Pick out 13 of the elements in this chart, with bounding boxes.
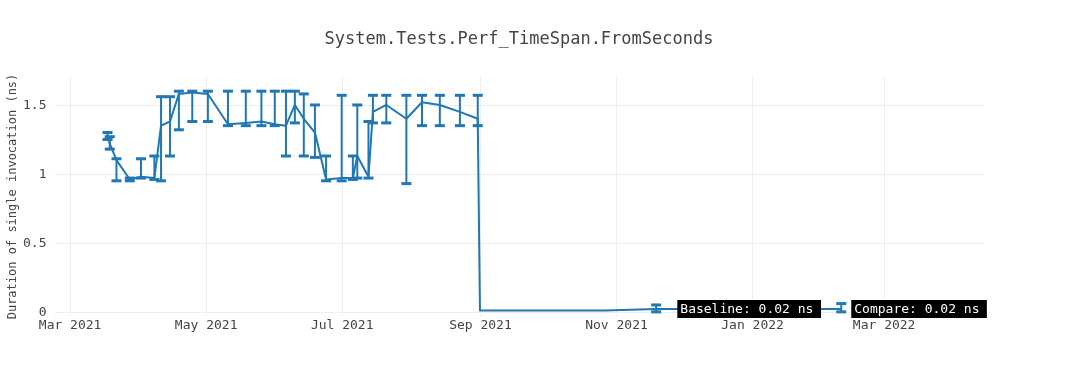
annotation: Baseline: 0.02 ns [680,301,814,317]
x-tick-label: Mar 2022 [852,316,916,332]
x-tick-label: May 2021 [174,316,238,332]
y-tick-label: 0.5 [23,235,47,251]
x-tick-label: Nov 2021 [585,316,648,332]
chart-title: System.Tests.Perf_TimeSpan.FromSeconds [324,28,714,49]
y-tick-label: 1 [38,166,47,182]
annotation: Compare: 0.02 ns [854,301,980,317]
y-tick-label: 1.5 [23,97,47,113]
y-axis-title: Duration of single invocation (ns) [5,73,20,320]
x-tick-label: Jan 2022 [721,316,784,332]
x-tick-label: Jul 2021 [310,316,374,332]
x-tick-label: Sep 2021 [449,316,512,332]
